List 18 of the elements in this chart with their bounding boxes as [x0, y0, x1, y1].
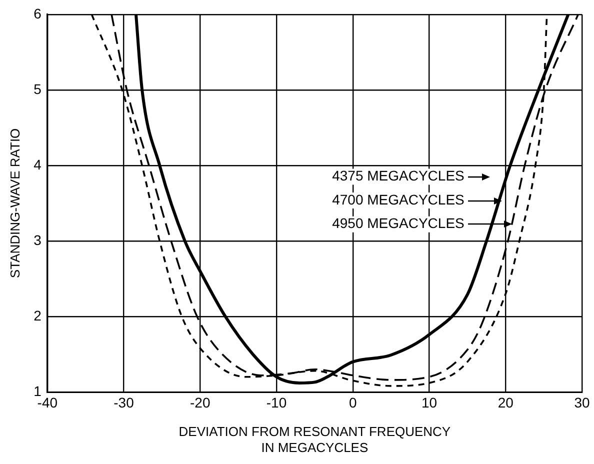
- annotation: 4950 MEGACYCLES: [332, 215, 464, 232]
- y-tick-label: 3: [34, 232, 42, 248]
- x-tick-label: 10: [421, 394, 438, 410]
- annotation: 4700 MEGACYCLES: [332, 191, 464, 208]
- x-tick-label: -20: [190, 394, 210, 410]
- x-tick-label: -10: [266, 394, 287, 410]
- x-tick-label: 0: [348, 394, 357, 410]
- y-tick-label: 6: [34, 5, 42, 22]
- x-axis-title: DEVIATION FROM RESONANT FREQUENCY IN MEGACYCLES: [178, 424, 451, 455]
- x-tick-label: 20: [498, 394, 514, 410]
- y-axis-title: STANDING-WAVE RATIO: [7, 128, 22, 278]
- y-tick-label: 2: [34, 307, 42, 324]
- x-tick-label: 30: [574, 394, 590, 410]
- y-tick-label: 4: [34, 156, 42, 172]
- x-tick-label: -30: [114, 394, 134, 410]
- y-tick-label: 5: [34, 80, 42, 97]
- y-tick-label: 1: [34, 382, 42, 399]
- annotation: 4375 MEGACYCLES: [332, 168, 464, 184]
